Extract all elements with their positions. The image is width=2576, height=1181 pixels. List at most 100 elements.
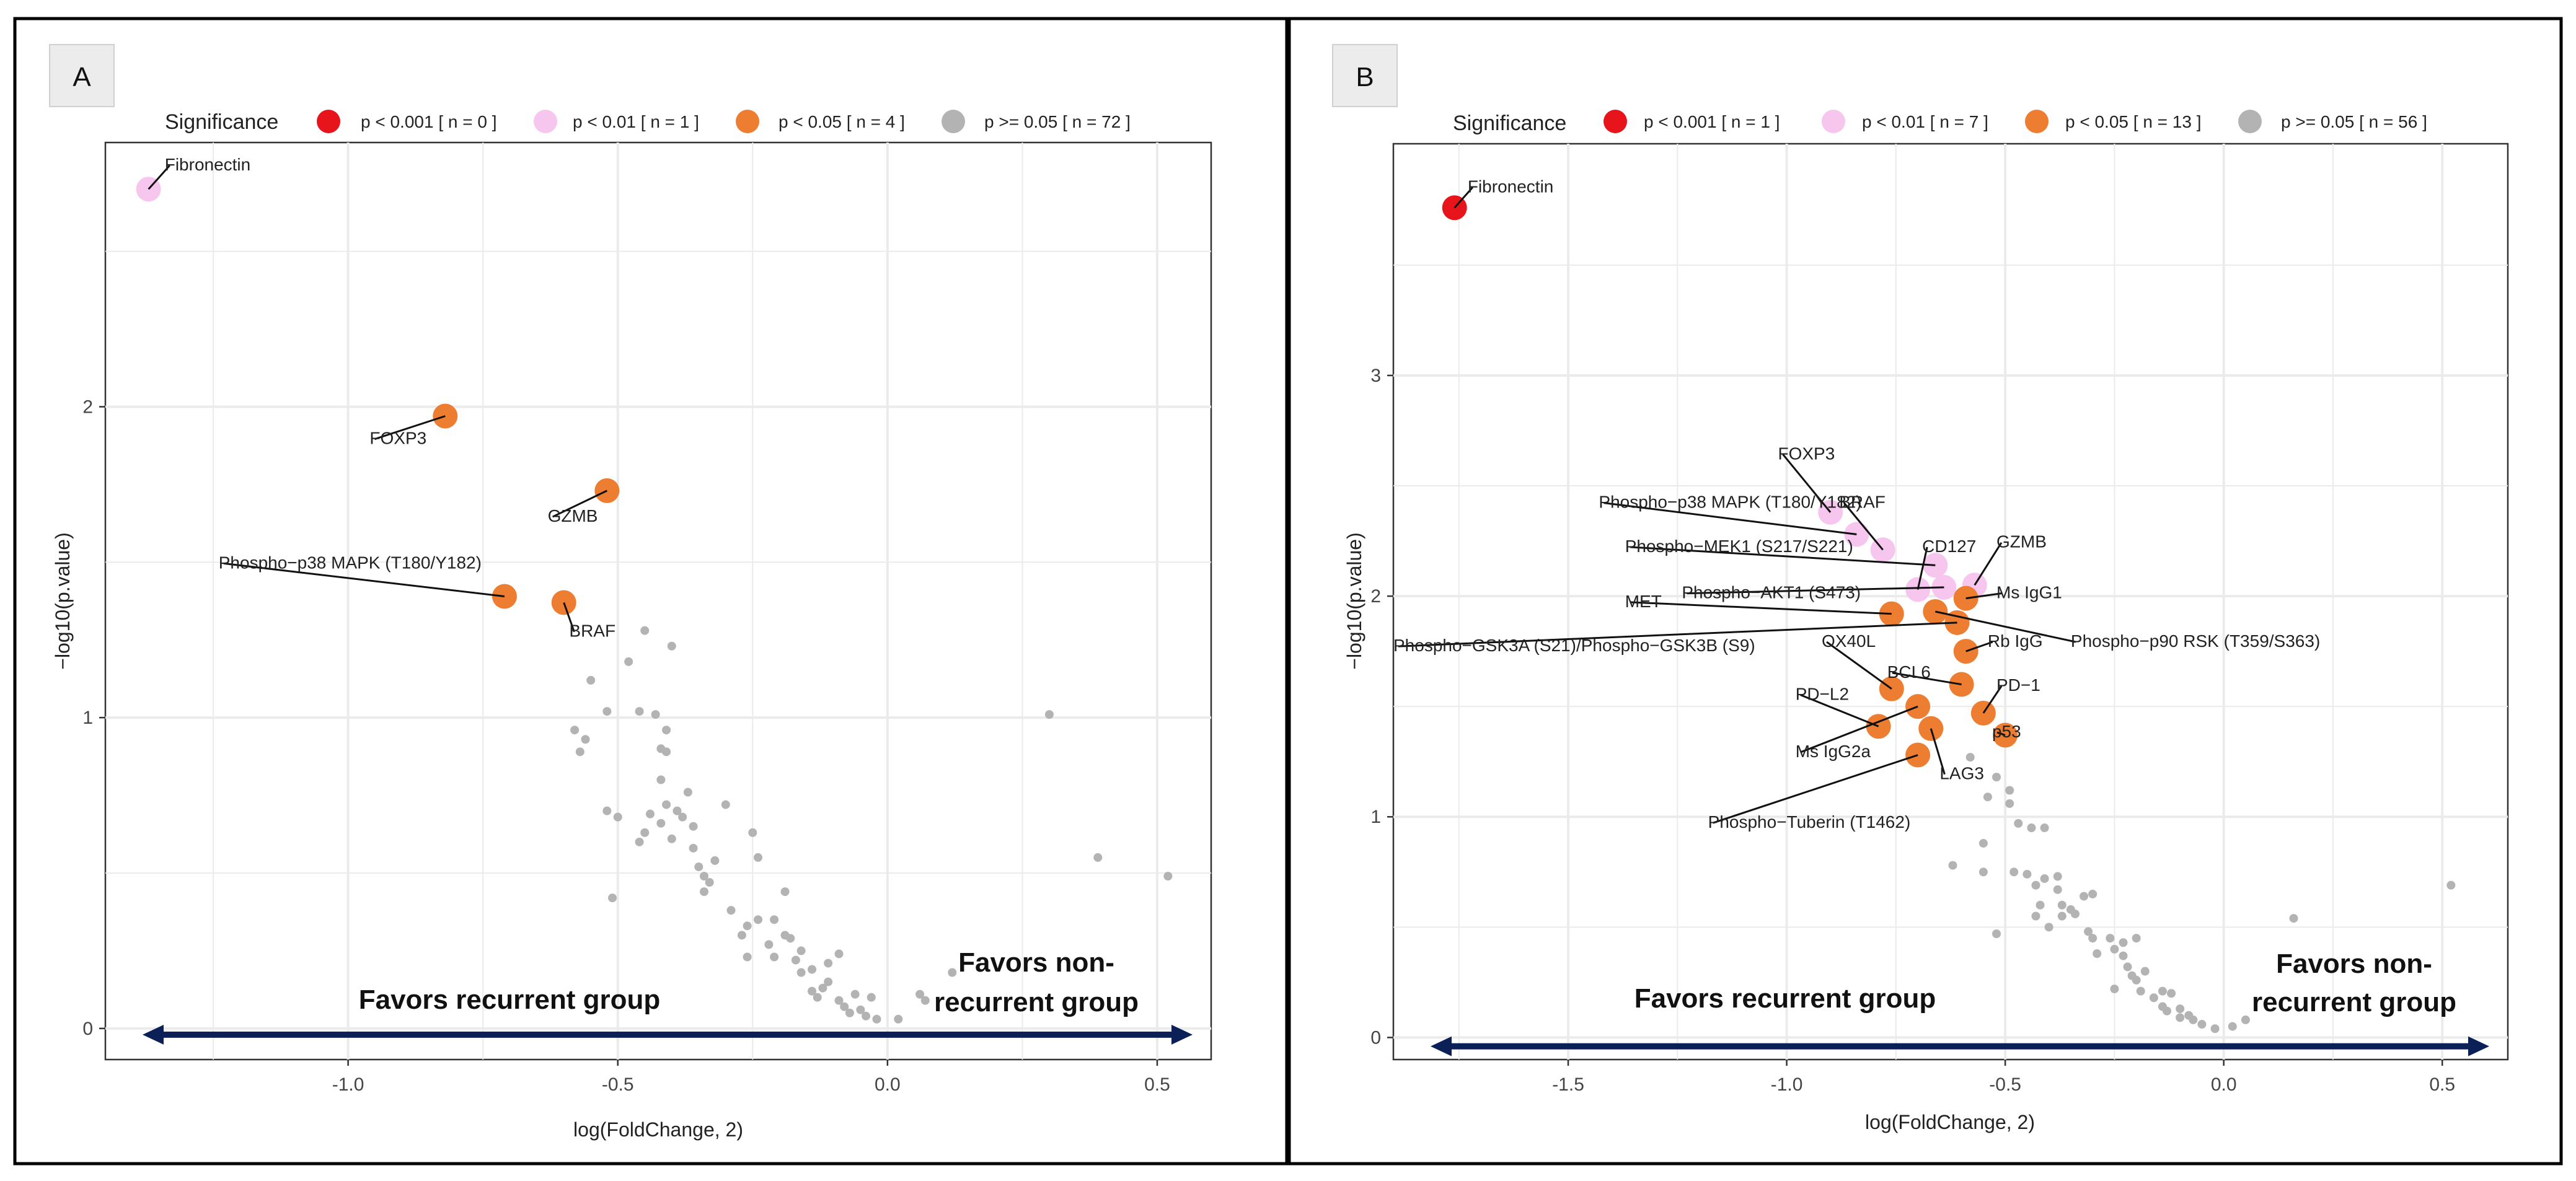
panel-b-x-tick-label-1: -1.0 bbox=[1771, 1074, 1803, 1095]
panel-b-y-axis-title: −log10(p.value) bbox=[1343, 532, 1365, 669]
panel-a-point-nonsig-65 bbox=[1093, 853, 1103, 862]
panel-b-point-nonsig-27 bbox=[2106, 934, 2115, 943]
panel-b-leader-line-19 bbox=[1996, 731, 2006, 736]
panel-b-leader-line-13 bbox=[1965, 641, 1993, 652]
panel-a-point-nonsig-61 bbox=[920, 996, 930, 1005]
panel-a-arrow bbox=[143, 1024, 1193, 1045]
panel-a-legend-title: Significance bbox=[165, 110, 278, 134]
panel-a-leader-line-3 bbox=[223, 562, 505, 597]
panel-a-favors-nonrecurrent-line1: Favors non- bbox=[958, 947, 1114, 978]
panel-b-legend-title: Significance bbox=[1453, 112, 1566, 135]
panel-a-legend-swatch-pns bbox=[942, 110, 965, 133]
panel-b-x-tick-label-4: 0.5 bbox=[2429, 1074, 2455, 1095]
panel-b-ticks: -1.5 -1.0 -0.5 0.0 0.5 0 1 2 3 bbox=[1370, 366, 2455, 1095]
panel-b-leader-line-20 bbox=[1713, 754, 1918, 824]
panel-b-point-nonsig-39 bbox=[2167, 989, 2176, 998]
panel-b-point-nonsig-28 bbox=[2119, 938, 2128, 947]
panel-b-legend-swatch-p001 bbox=[1603, 110, 1627, 133]
panel-a-point-nonsig-21 bbox=[613, 812, 622, 822]
panel-a-point-nonsig-47 bbox=[808, 965, 817, 974]
panel-b-point-nonsig-13 bbox=[2040, 874, 2049, 883]
panel-a-point-nonsig-60 bbox=[894, 1014, 903, 1024]
panel-b-favors-recurrent: Favors recurrent group bbox=[1634, 983, 1936, 1014]
panel-b-point-nonsig-3 bbox=[1983, 792, 1992, 802]
panel-a-point-label-2: GZMB bbox=[548, 506, 598, 525]
panel-b-point-label-14: BCL6 bbox=[1887, 662, 1931, 682]
panel-b-point-nonsig-38 bbox=[2158, 986, 2167, 996]
panel-b-point-nonsig-9 bbox=[1948, 861, 1957, 870]
panel-b-point-nonsig-32 bbox=[2119, 951, 2128, 960]
panel-a-legend-pns: p >= 0.05 [ n = 72 ] bbox=[984, 112, 1131, 131]
panel-b-point-nonsig-55 bbox=[2066, 905, 2075, 914]
panel-a-x-tick-label-0: -1.0 bbox=[332, 1074, 364, 1095]
panel-a-point-nonsig-16 bbox=[662, 800, 671, 809]
panel-b-x-tick-label-2: -0.5 bbox=[1989, 1074, 2021, 1095]
panel-a-arrow-head-left bbox=[143, 1024, 164, 1045]
panel-b-point-label-12: OX40L bbox=[1822, 631, 1876, 651]
panel-b-leader-line-1 bbox=[1782, 454, 1832, 513]
panel-a-point-nonsig-9 bbox=[581, 735, 590, 744]
panel-b-point-label-17: Ms IgG2a bbox=[1796, 742, 1871, 761]
panel-b-point-nonsig-5 bbox=[2014, 819, 2023, 828]
panel-b-label: B bbox=[1356, 62, 1374, 92]
panel-b-point-nonsig-49 bbox=[2241, 1015, 2250, 1024]
panel-b-point-nonsig-7 bbox=[2040, 823, 2049, 833]
panel-b-leader-line-3 bbox=[1843, 502, 1884, 551]
panel-a-point-label-3: Phospho−p38 MAPK (T180/Y182) bbox=[219, 553, 482, 572]
panel-a-favors-nonrecurrent-line2: recurrent group bbox=[934, 987, 1139, 1017]
panel-b-point-label-13: Rb IgG bbox=[1988, 631, 2043, 651]
panel-b-x-axis-title: log(FoldChange, 2) bbox=[1865, 1111, 2035, 1133]
panel-b-legend-p001: p < 0.001 [ n = 1 ] bbox=[1644, 112, 1780, 131]
panel-a-leader-line-0 bbox=[148, 165, 170, 190]
panel-b-arrow bbox=[1431, 1036, 2489, 1056]
panel-a-point-nonsig-49 bbox=[796, 968, 806, 977]
panel-a-arrow-head-right bbox=[1171, 1024, 1193, 1045]
panel-a-point-nonsig-58 bbox=[862, 1011, 871, 1021]
panel-b-arrow-head-right bbox=[2468, 1036, 2489, 1056]
panel-b-favors-nonrecurrent-line2: recurrent group bbox=[2252, 987, 2456, 1017]
panel-a-legend-p01: p < 0.01 [ n = 1 ] bbox=[573, 112, 699, 131]
panel-a-point-nonsig-7 bbox=[570, 726, 580, 735]
panel-a-point-nonsig-33 bbox=[699, 887, 708, 897]
panel-b-arrow-head-left bbox=[1431, 1036, 1452, 1056]
panel-b-point-nonsig-14 bbox=[2053, 872, 2062, 881]
panel-b-point-nonsig-15 bbox=[2031, 880, 2040, 890]
panel-a-point-nonsig-69 bbox=[764, 940, 774, 949]
panel-b-y-tick-label-1: 1 bbox=[1370, 807, 1381, 827]
panel-b-point-nonsig-37 bbox=[2136, 986, 2145, 996]
panel-b-point-nonsig-46 bbox=[2197, 1020, 2207, 1029]
panel-a-point-nonsig-18 bbox=[645, 809, 655, 819]
panel-b-point-label-4: Phospho−MEK1 (S217/S221) bbox=[1625, 537, 1853, 556]
panel-b-point-label-8: Ms IgG1 bbox=[1996, 583, 2062, 602]
panel-a-point-nonsig-46 bbox=[791, 955, 800, 965]
panel-a-point-nonsig-6 bbox=[651, 710, 660, 719]
panel-b-point-nonsig-51 bbox=[2446, 880, 2456, 890]
panel-b-leader-line-10 bbox=[1935, 610, 2076, 643]
panel-b-point-nonsig-1 bbox=[1992, 773, 2001, 782]
panel-b-y-tick-label-2: 2 bbox=[1370, 586, 1381, 607]
panel-b-point-nonsig-4 bbox=[2005, 799, 2014, 808]
panel-b-leader-line-12 bbox=[1826, 641, 1892, 690]
panel-b-point-nonsig-44 bbox=[2176, 1013, 2185, 1022]
panel-b-favors-nonrecurrent-line1: Favors non- bbox=[2276, 949, 2432, 979]
panel-a-point-nonsig-53 bbox=[813, 993, 822, 1002]
panel-b-point-label-16: PD−L2 bbox=[1796, 684, 1849, 703]
panel-b-leader-line-16 bbox=[1800, 694, 1879, 727]
panel-a-legend-p001: p < 0.001 [ n = 0 ] bbox=[361, 112, 497, 131]
panel-b-point-label-6: GZMB bbox=[1996, 532, 2047, 551]
panel-a-point-nonsig-66 bbox=[1163, 872, 1173, 880]
panel-a-point-nonsig-20 bbox=[678, 812, 687, 822]
panel-b-point-nonsig-26 bbox=[2088, 934, 2097, 943]
panel-b-point-label-9: MET bbox=[1625, 592, 1662, 611]
panel-a-legend: Significance p < 0.001 [ n = 0 ] p < 0.0… bbox=[165, 110, 1131, 134]
panel-b-x-tick-label-0: -1.5 bbox=[1552, 1074, 1584, 1095]
panel-a-point-nonsig-51 bbox=[808, 986, 817, 996]
panel-b-point-nonsig-10 bbox=[1978, 867, 1988, 877]
panel-a-y-tick-label-1: 1 bbox=[82, 708, 93, 728]
panel-a-point-label-1: FOXP3 bbox=[369, 429, 426, 448]
panel-b-point-nonsig-0 bbox=[1965, 753, 1975, 762]
panel-a-point-nonsig-23 bbox=[689, 822, 698, 831]
panel-a-point-nonsig-13 bbox=[656, 775, 666, 784]
panel-b-label-tab: B bbox=[1332, 44, 1398, 107]
panel-b-gridlines bbox=[1393, 144, 2508, 1060]
